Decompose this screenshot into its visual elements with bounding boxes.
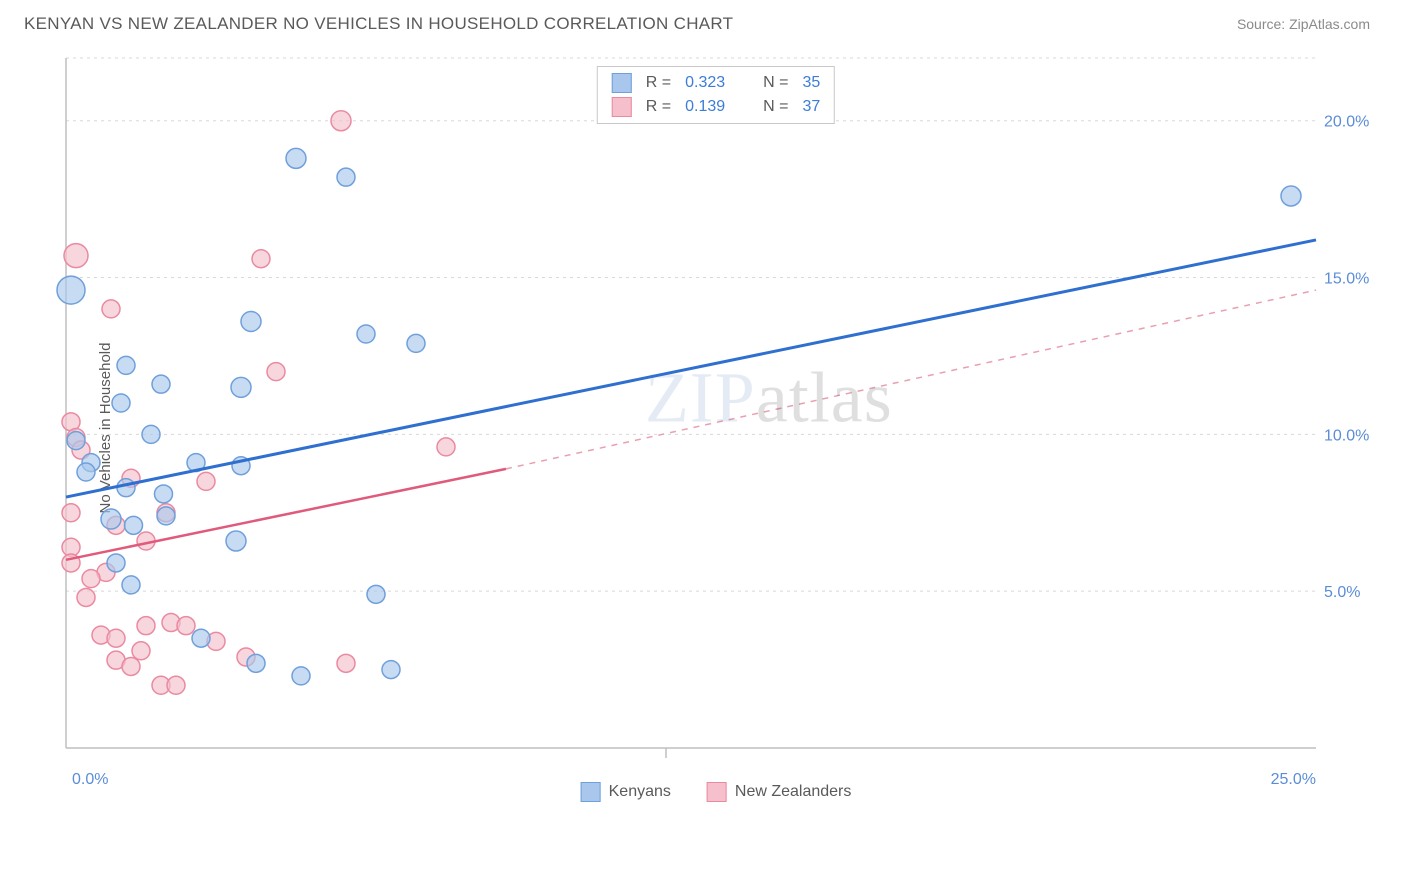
legend-r-value: 0.323: [685, 74, 741, 92]
data-point: [231, 377, 251, 397]
data-point: [247, 654, 265, 672]
data-point: [107, 554, 125, 572]
legend-swatch: [581, 782, 601, 802]
data-point: [367, 585, 385, 603]
data-point: [252, 250, 270, 268]
watermark-suffix: atlas: [756, 357, 893, 437]
data-point: [241, 311, 261, 331]
data-point: [382, 661, 400, 679]
data-point: [337, 654, 355, 672]
data-point: [117, 356, 135, 374]
data-point: [67, 432, 85, 450]
data-point: [132, 642, 150, 660]
data-point: [112, 394, 130, 412]
data-point: [267, 363, 285, 381]
data-point: [157, 507, 175, 525]
legend-stats-row: R = 0.323 N = 35: [612, 73, 820, 93]
data-point: [77, 463, 95, 481]
data-point: [122, 657, 140, 675]
data-point: [117, 479, 135, 497]
legend-stats-row: R = 0.139 N = 37: [612, 97, 820, 117]
watermark-prefix: ZIP: [645, 357, 756, 437]
trend-line-newzealanders-ext: [506, 290, 1316, 469]
data-point: [107, 629, 125, 647]
data-point: [226, 531, 246, 551]
data-point: [167, 676, 185, 694]
x-tick-label: 25.0%: [1271, 771, 1316, 788]
legend-n-label: N =: [763, 74, 788, 92]
legend-series-label: Kenyans: [609, 783, 671, 801]
data-point: [102, 300, 120, 318]
legend-n-value: 35: [802, 74, 820, 92]
legend-r-label: R =: [646, 98, 671, 116]
legend-swatch: [612, 73, 632, 93]
legend-r-value: 0.139: [685, 98, 741, 116]
data-point: [122, 576, 140, 594]
legend-n-value: 37: [802, 98, 820, 116]
legend-swatch: [612, 97, 632, 117]
x-tick-label: 0.0%: [72, 771, 108, 788]
data-point: [407, 334, 425, 352]
data-point: [331, 111, 351, 131]
y-tick-label: 15.0%: [1324, 271, 1369, 288]
chart-title: KENYAN VS NEW ZEALANDER NO VEHICLES IN H…: [24, 14, 733, 34]
data-point: [82, 570, 100, 588]
legend-swatch: [707, 782, 727, 802]
data-point: [125, 516, 143, 534]
legend-r-label: R =: [646, 74, 671, 92]
watermark: ZIPatlas: [645, 356, 893, 439]
data-point: [292, 667, 310, 685]
legend-series-label: New Zealanders: [735, 783, 852, 801]
y-tick-label: 10.0%: [1324, 427, 1369, 444]
legend-series-item: Kenyans: [581, 782, 671, 802]
legend-n-label: N =: [763, 98, 788, 116]
data-point: [192, 629, 210, 647]
legend-series-item: New Zealanders: [707, 782, 852, 802]
y-tick-label: 5.0%: [1324, 584, 1360, 601]
data-point: [286, 148, 306, 168]
data-point: [137, 617, 155, 635]
source-label: Source: ZipAtlas.com: [1237, 16, 1370, 32]
data-point: [62, 504, 80, 522]
data-point: [101, 509, 121, 529]
data-point: [142, 425, 160, 443]
header: KENYAN VS NEW ZEALANDER NO VEHICLES IN H…: [0, 0, 1406, 44]
data-point: [177, 617, 195, 635]
data-point: [152, 375, 170, 393]
chart-area: No Vehicles in Household 5.0%10.0%15.0%2…: [56, 48, 1376, 808]
legend-series: Kenyans New Zealanders: [581, 782, 852, 802]
data-point: [357, 325, 375, 343]
data-point: [64, 244, 88, 268]
data-point: [1281, 186, 1301, 206]
y-tick-label: 20.0%: [1324, 114, 1369, 131]
data-point: [197, 472, 215, 490]
data-point: [155, 485, 173, 503]
data-point: [57, 276, 85, 304]
data-point: [77, 588, 95, 606]
data-point: [337, 168, 355, 186]
legend-stats: R = 0.323 N = 35 R = 0.139 N = 37: [597, 66, 835, 124]
data-point: [437, 438, 455, 456]
